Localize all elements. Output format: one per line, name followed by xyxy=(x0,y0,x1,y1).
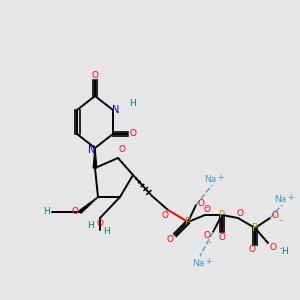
Text: P: P xyxy=(185,217,191,227)
Text: +: + xyxy=(217,173,223,182)
Text: O: O xyxy=(248,245,256,254)
Text: -: - xyxy=(206,204,208,210)
Text: O: O xyxy=(269,242,277,251)
Text: O: O xyxy=(236,208,244,217)
Text: H: H xyxy=(88,221,94,230)
Text: O: O xyxy=(118,146,125,154)
Text: H: H xyxy=(130,98,136,107)
Text: -: - xyxy=(280,217,282,223)
Polygon shape xyxy=(79,197,98,213)
Text: P: P xyxy=(219,210,225,220)
Text: +: + xyxy=(205,257,211,266)
Text: P: P xyxy=(252,223,258,233)
Text: -: - xyxy=(209,239,211,245)
Text: H: H xyxy=(44,208,50,217)
Text: H: H xyxy=(282,247,288,256)
Text: O: O xyxy=(161,211,169,220)
Text: O: O xyxy=(203,232,211,241)
Text: O: O xyxy=(167,235,173,244)
Text: O: O xyxy=(203,206,211,214)
Text: Na: Na xyxy=(204,175,216,184)
Text: Na: Na xyxy=(192,259,204,268)
Polygon shape xyxy=(93,148,97,168)
Text: +: + xyxy=(287,194,293,202)
Text: O: O xyxy=(92,70,98,80)
Text: H: H xyxy=(103,227,110,236)
Text: O: O xyxy=(71,208,79,217)
Text: O: O xyxy=(218,232,226,242)
Text: O: O xyxy=(197,199,205,208)
Text: N: N xyxy=(112,105,120,115)
Text: O: O xyxy=(130,130,136,139)
Text: -: - xyxy=(280,245,282,251)
Text: O: O xyxy=(97,220,104,229)
Text: O: O xyxy=(272,212,278,220)
Text: Na: Na xyxy=(274,194,286,203)
Text: N: N xyxy=(88,145,96,155)
